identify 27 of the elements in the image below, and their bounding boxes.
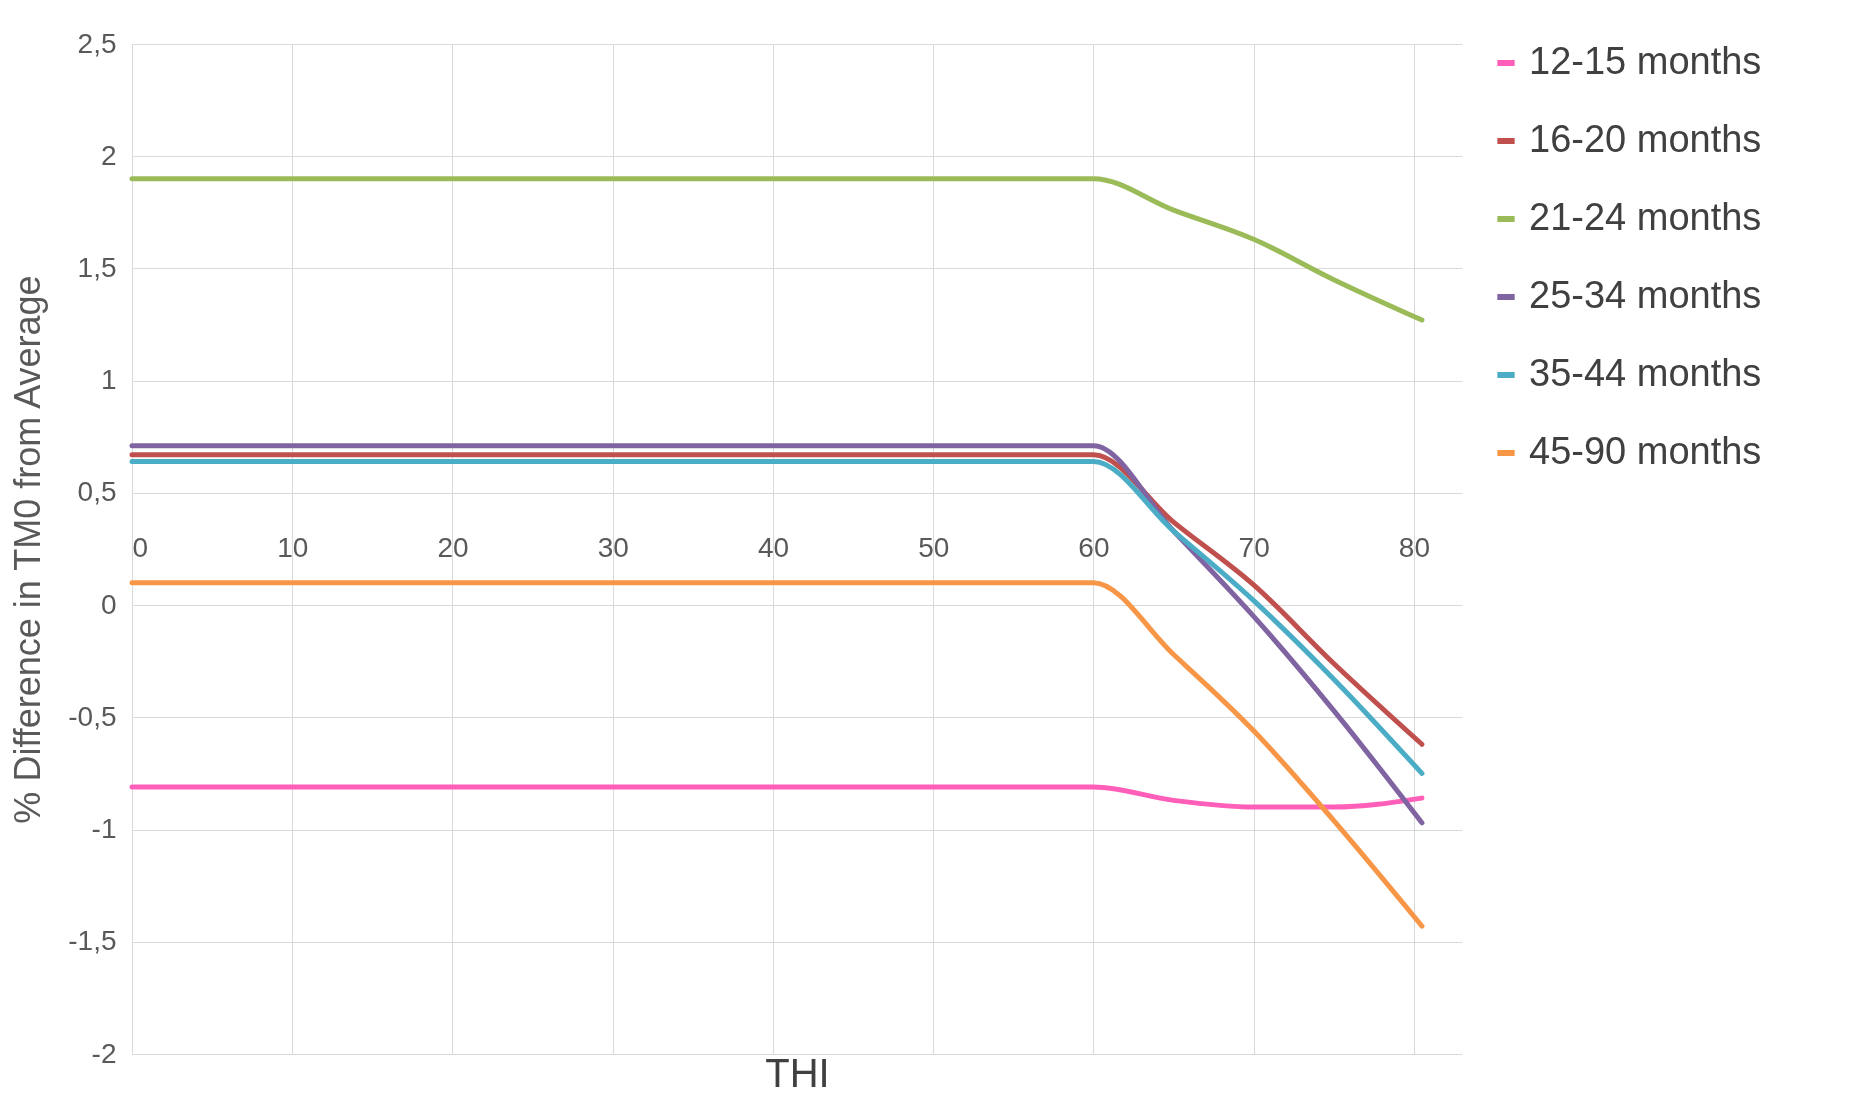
y-tick-label: 1 — [100, 364, 117, 396]
x-tick-label: 10 — [277, 531, 309, 563]
y-tick-label: -1 — [91, 813, 117, 845]
y-tick-label: -0,5 — [68, 700, 117, 732]
y-tick-label: 0 — [100, 588, 117, 620]
y-axis-title: % Difference in TM0 from Average — [7, 275, 49, 824]
y-tick-label: -1,5 — [68, 925, 117, 957]
y-tick-label: 2,5 — [77, 27, 117, 59]
x-tick-label: 80 — [1398, 531, 1431, 563]
x-axis-title: THI — [765, 1050, 830, 1095]
legend-label: 21-24 months — [1529, 196, 1762, 238]
x-tick-label: 40 — [757, 531, 790, 563]
legend-label: 16-20 months — [1529, 118, 1762, 160]
y-tick-label: -2 — [91, 1037, 117, 1069]
x-tick-label: 50 — [918, 531, 950, 563]
x-tick-label: 0 — [132, 531, 149, 563]
y-tick-label: 0,5 — [77, 476, 117, 508]
x-tick-label: 30 — [597, 531, 629, 563]
legend-label: 25-34 months — [1529, 274, 1762, 316]
y-tick-label: 2 — [100, 139, 117, 171]
x-tick-label: 70 — [1238, 531, 1270, 563]
x-tick-label: 60 — [1078, 531, 1110, 563]
legend-label: 35-44 months — [1529, 352, 1762, 394]
legend-label: 12-15 months — [1529, 40, 1762, 82]
legend-label: 45-90 months — [1529, 430, 1762, 472]
y-tick-label: 1,5 — [77, 251, 117, 283]
x-tick-label: 20 — [437, 531, 469, 563]
